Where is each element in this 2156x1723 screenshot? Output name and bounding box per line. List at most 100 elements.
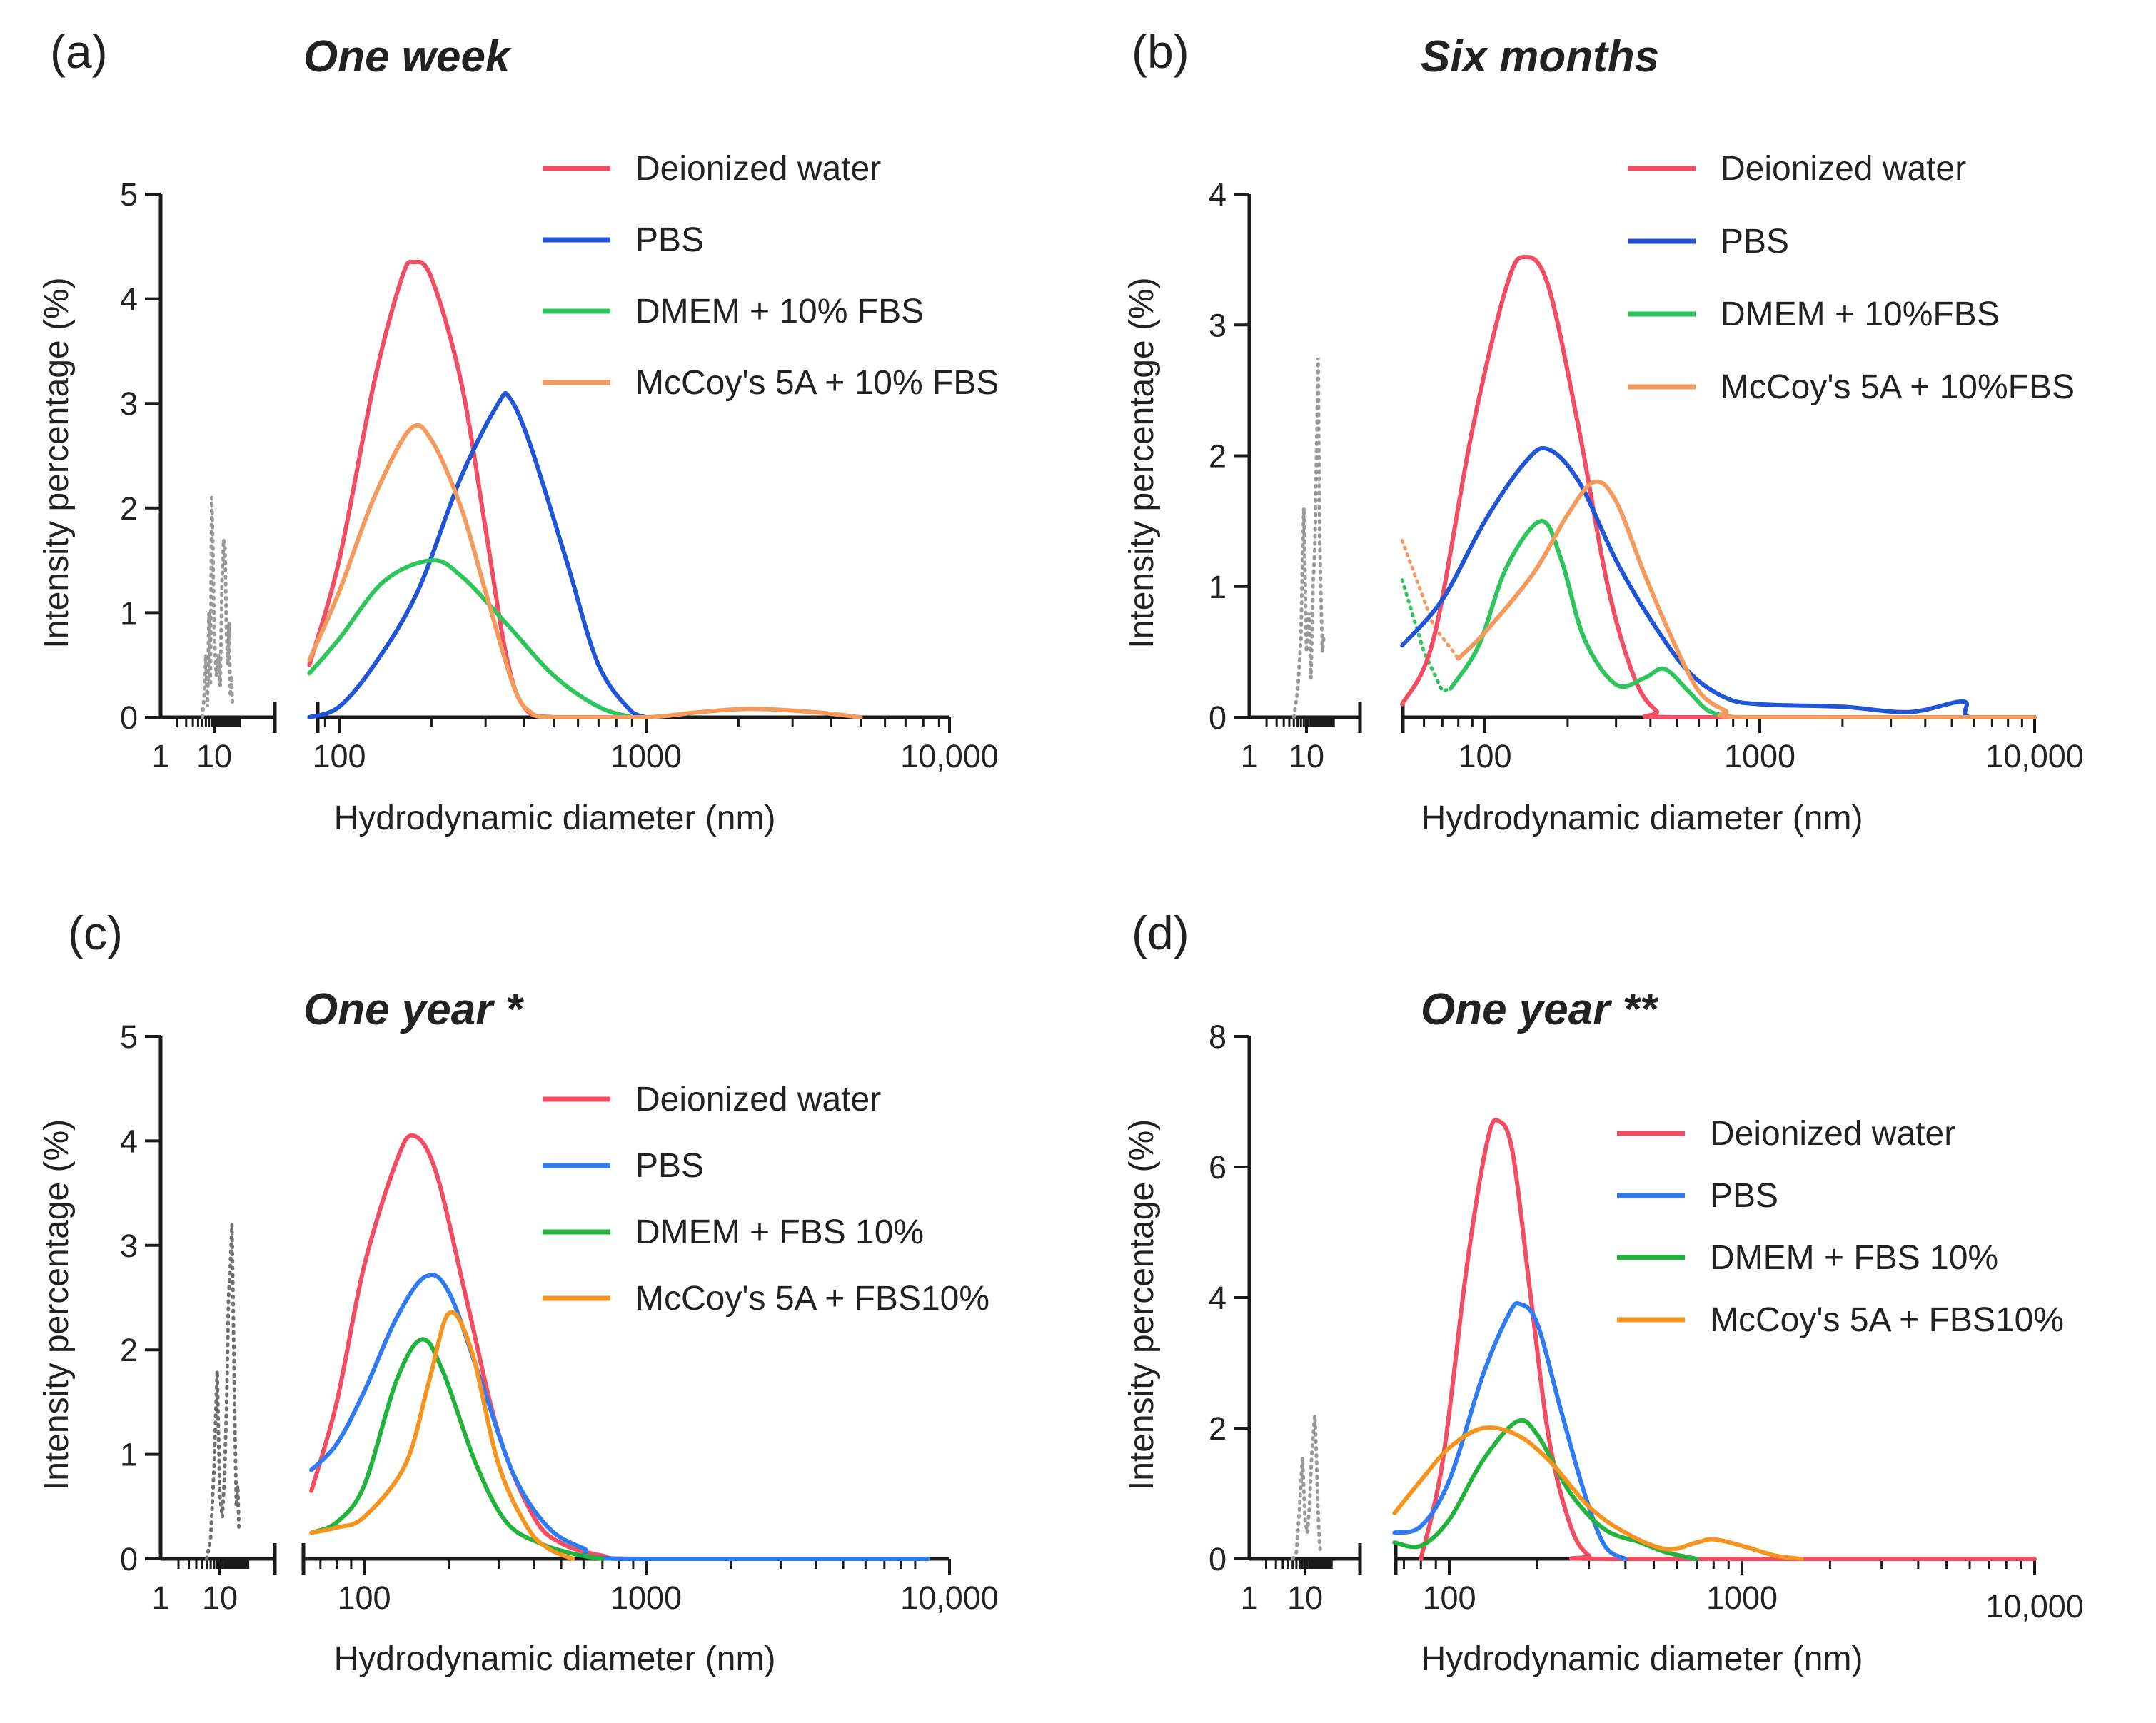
legend-label: McCoy's 5A + 10%FBS (1721, 368, 2075, 406)
x-tick-label: 1000 (1724, 738, 1795, 774)
legend-label: DMEM + 10%FBS (1721, 295, 2000, 333)
x-axis-label: Hydrodynamic diameter (nm) (1421, 799, 1863, 837)
y-tick-label: 2 (120, 490, 138, 527)
dotted-series-small-population (1291, 358, 1326, 719)
series-line-dmem-10-fbs (1448, 519, 1736, 719)
series-line-deionized-water (307, 259, 648, 720)
legend-label: McCoy's 5A + FBS10% (1710, 1301, 2064, 1339)
series-line-mccoy-s-5a-10-fbs (307, 423, 863, 720)
panel-label: (b) (1132, 25, 1189, 78)
dotted-series-small-population (205, 1224, 241, 1561)
x-axis-label: Hydrodynamic diameter (nm) (334, 1640, 776, 1678)
x-axis-label: Hydrodynamic diameter (nm) (1421, 1640, 1863, 1678)
x-tick-label: 10 (1287, 1580, 1323, 1616)
chart-title: Six months (1421, 32, 1659, 81)
y-tick-label: 4 (120, 281, 138, 318)
dotted-series-small-population (200, 497, 235, 719)
legend-label: McCoy's 5A + 10% FBS (635, 364, 999, 402)
y-tick-label: 6 (1209, 1149, 1226, 1186)
series-line-pbs (1400, 445, 2037, 720)
panel-label: (d) (1132, 906, 1189, 959)
y-axis-label: Intensity percentage (%) (38, 277, 76, 648)
dotted-series-dmem-10-fbs-dotted- (1400, 578, 1453, 694)
x-tick-label: 100 (1458, 738, 1511, 774)
series-line-mccoy-s-5a-fbs10- (1392, 1425, 1804, 1561)
series-line-pbs (307, 391, 648, 719)
y-tick-label: 1 (120, 1437, 138, 1473)
panel-label: (a) (50, 25, 108, 78)
y-tick-label: 0 (120, 699, 138, 736)
x-tick-label: 100 (337, 1580, 391, 1616)
y-tick-label: 0 (1209, 699, 1226, 736)
x-axis-label: Hydrodynamic diameter (nm) (334, 799, 776, 837)
y-tick-label: 1 (1209, 569, 1226, 605)
y-tick-label: 2 (120, 1332, 138, 1368)
legend-label: PBS (635, 1147, 704, 1185)
series-line-deionized-water (309, 1133, 930, 1562)
y-tick-label: 5 (120, 176, 138, 213)
series-line-mccoy-s-5a-10-fbs (1456, 479, 2037, 720)
x-tick-label: 10 (202, 1580, 238, 1616)
y-tick-label: 4 (1209, 1280, 1226, 1316)
y-axis-label: Intensity percentage (%) (1123, 1119, 1161, 1490)
y-axis-label: Intensity percentage (%) (1123, 277, 1161, 648)
legend-label: DMEM + 10% FBS (635, 293, 924, 330)
y-tick-label: 1 (120, 595, 138, 631)
x-tick-label: 10 (1289, 738, 1324, 774)
series-line-deionized-water (1419, 1118, 2037, 1562)
legend-label: DMEM + FBS 10% (1710, 1239, 1998, 1277)
x-tick-label: 1000 (1706, 1580, 1778, 1616)
y-axis-label: Intensity percentage (%) (38, 1119, 76, 1490)
x-tick-label: 1000 (610, 1580, 682, 1616)
series-line-dmem-fbs-10- (1392, 1418, 1699, 1561)
y-tick-label: 3 (120, 385, 138, 422)
y-tick-label: 3 (120, 1228, 138, 1264)
dotted-series-mccoy-s-5a-10-fbs-dotted- (1400, 539, 1461, 660)
legend-label: DMEM + FBS 10% (635, 1213, 924, 1251)
x-tick-label: 1 (151, 738, 169, 774)
x-tick-label: 10,000 (900, 1580, 999, 1616)
x-tick-label: 100 (1422, 1580, 1476, 1616)
series-line-pbs (309, 1273, 930, 1562)
chart-panel-d: (d) One year ** 0 2 4 6 8 1 10 100 1000 10,000 Hydro… (1123, 906, 2084, 1678)
legend-label: Deionized water (1710, 1115, 1955, 1153)
x-tick-label: 10,000 (1985, 738, 2084, 774)
y-tick-label: 5 (120, 1019, 138, 1055)
x-tick-label: 1 (1240, 738, 1258, 774)
legend-label: Deionized water (635, 150, 881, 188)
y-tick-label: 0 (1209, 1541, 1226, 1577)
series-line-deionized-water (1400, 255, 2037, 720)
x-tick-label: 1000 (610, 738, 682, 774)
legend-label: McCoy's 5A + FBS10% (635, 1280, 989, 1318)
x-tick-label: 1 (151, 1580, 169, 1616)
y-tick-label: 0 (120, 1541, 138, 1577)
x-tick-label: 10 (196, 738, 232, 774)
series-line-mccoy-s-5a-fbs10- (309, 1310, 575, 1561)
y-tick-label: 2 (1209, 438, 1226, 475)
legend-label: PBS (1710, 1177, 1778, 1215)
legend-label: PBS (1721, 223, 1789, 261)
x-tick-label: 10,000 (1985, 1588, 2084, 1625)
x-tick-label: 1 (1240, 1580, 1258, 1616)
y-tick-label: 4 (1209, 176, 1226, 213)
y-tick-label: 4 (120, 1123, 138, 1159)
series-line-pbs (1392, 1301, 1628, 1561)
y-tick-label: 2 (1209, 1410, 1226, 1447)
legend-label: PBS (635, 221, 704, 259)
y-tick-label: 3 (1209, 307, 1226, 343)
y-tick-label: 8 (1209, 1019, 1226, 1055)
legend-label: Deionized water (635, 1081, 881, 1118)
chart-title: One week (303, 32, 513, 81)
x-tick-label: 10,000 (900, 738, 999, 774)
chart-title: One year * (303, 985, 525, 1034)
series-line-dmem-10-fbs (307, 558, 635, 719)
legend-label: Deionized water (1721, 150, 1966, 188)
series-line-dmem-fbs-10- (309, 1337, 605, 1561)
panel-label: (c) (68, 906, 123, 959)
x-tick-label: 100 (312, 738, 366, 774)
dotted-series-small-population (1291, 1415, 1323, 1561)
